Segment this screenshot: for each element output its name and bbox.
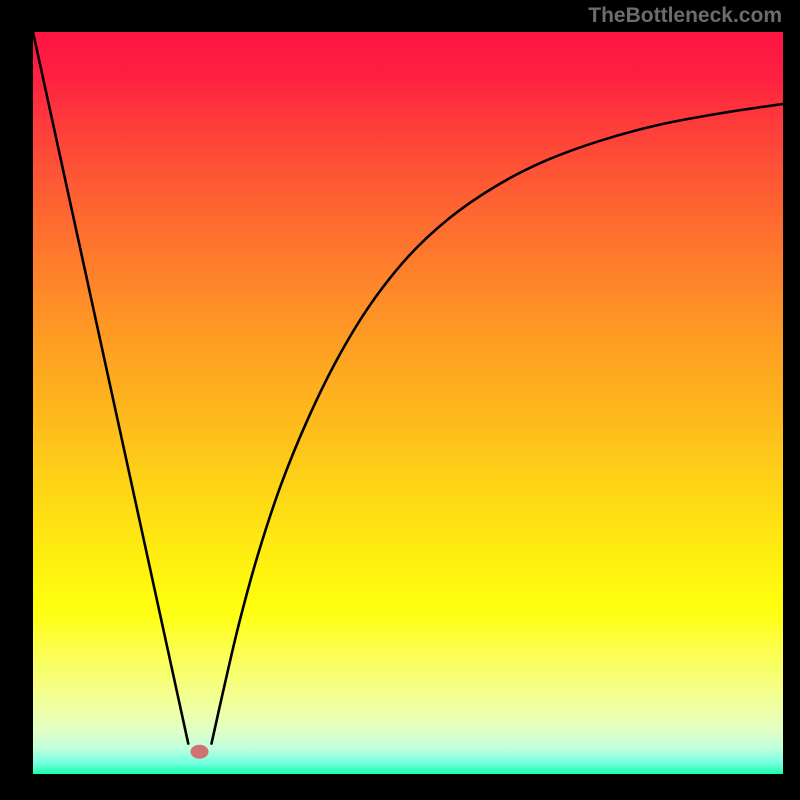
gradient-background (33, 32, 783, 774)
watermark-text: TheBottleneck.com (588, 4, 782, 28)
valley-marker (191, 745, 209, 759)
bottleneck-curve-plot (33, 32, 783, 774)
chart-frame: TheBottleneck.com (0, 0, 800, 800)
